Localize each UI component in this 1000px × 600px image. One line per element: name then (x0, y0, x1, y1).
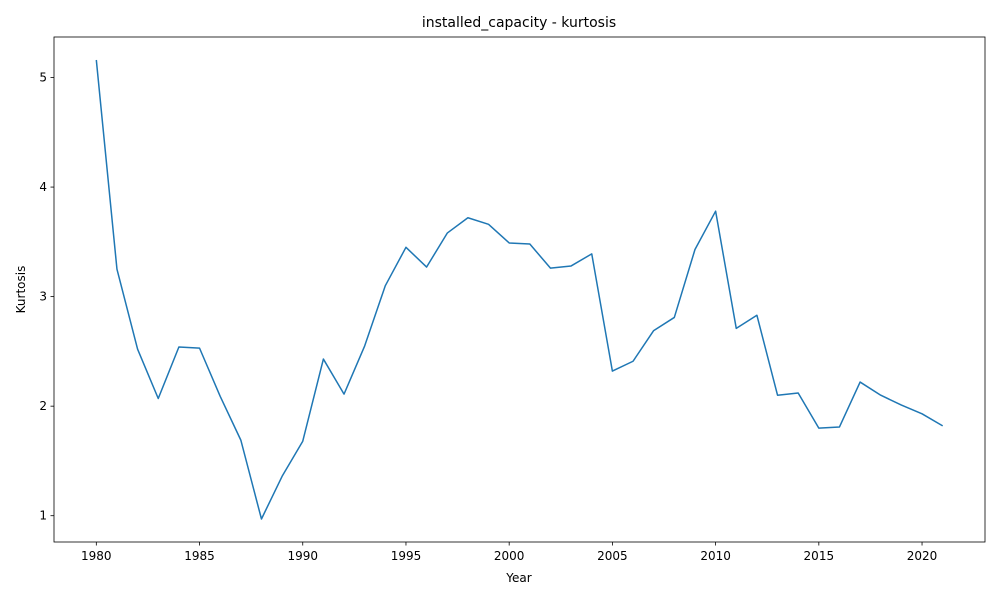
y-tick-label: 3 (39, 290, 47, 304)
y-tick-label: 1 (39, 509, 47, 523)
x-tick-label: 2005 (597, 549, 628, 563)
y-tick-label: 5 (39, 71, 47, 85)
x-axis: 1980 1985 1990 1995 2000 2005 2010 2015 2020 (81, 542, 937, 563)
y-axis-label: Kurtosis (14, 266, 28, 314)
plot-area (53, 36, 986, 543)
x-tick-label: 1985 (184, 549, 215, 563)
y-tick-label: 4 (39, 180, 47, 194)
y-axis: 1 2 3 4 5 (39, 71, 54, 523)
x-axis-label: Year (505, 571, 531, 585)
chart-title: installed_capacity - kurtosis (422, 15, 616, 31)
kurtosis-series-line (95, 59, 944, 520)
x-tick-label: 2000 (494, 549, 525, 563)
y-tick-label: 2 (39, 399, 47, 413)
x-tick-label: 2010 (700, 549, 731, 563)
x-tick-label: 2015 (804, 549, 835, 563)
x-tick-label: 1995 (391, 549, 422, 563)
x-tick-label: 1980 (81, 549, 112, 563)
x-tick-label: 1990 (287, 549, 318, 563)
x-tick-label: 2020 (907, 549, 938, 563)
